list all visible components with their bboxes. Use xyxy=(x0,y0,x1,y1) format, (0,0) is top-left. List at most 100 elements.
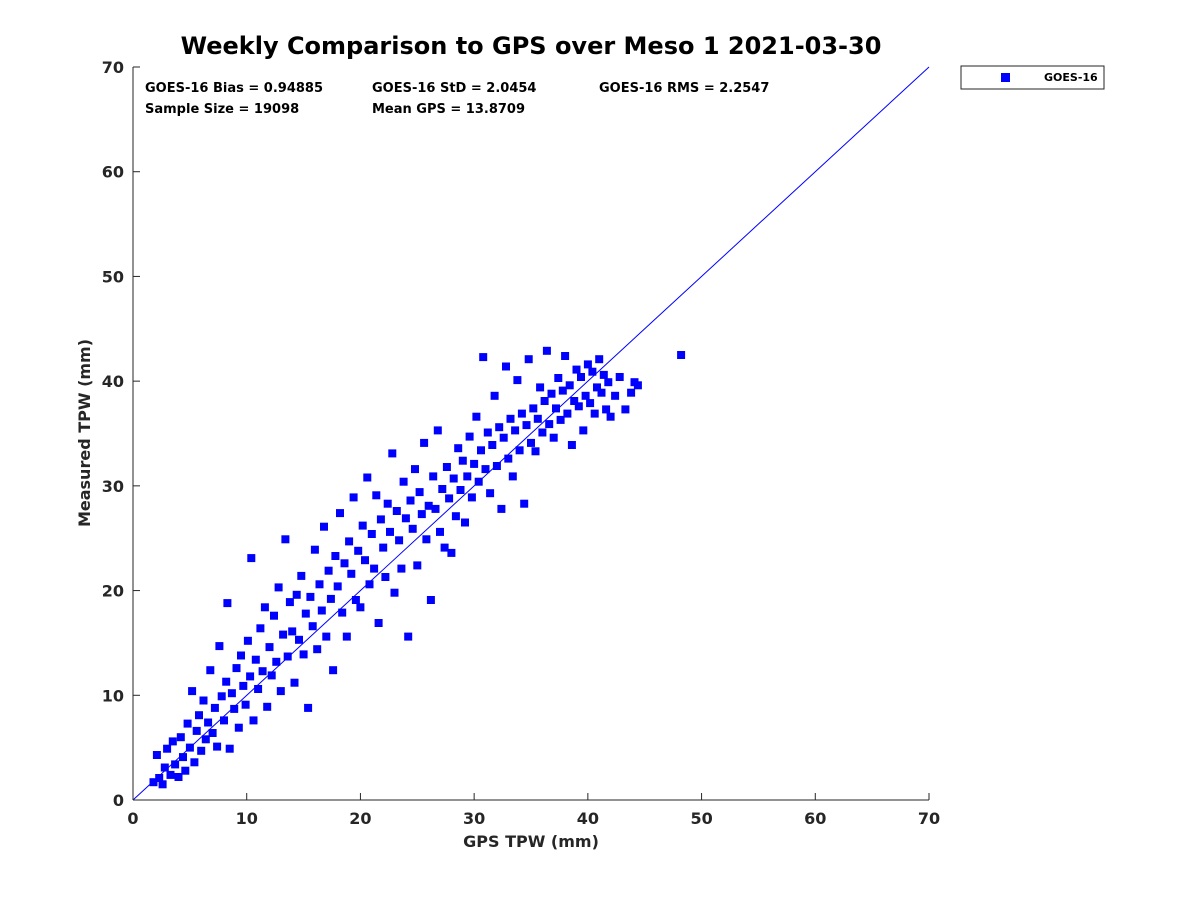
data-point xyxy=(383,499,392,508)
data-point xyxy=(299,650,308,659)
data-point xyxy=(449,474,458,483)
x-tick-label: 10 xyxy=(236,809,258,828)
bias-stat: GOES-16 Bias = 0.94885 xyxy=(145,81,323,96)
data-point xyxy=(370,564,379,573)
data-point xyxy=(465,432,474,441)
data-point xyxy=(406,496,415,505)
data-point xyxy=(561,352,570,360)
data-point xyxy=(486,489,495,498)
data-point xyxy=(166,770,175,779)
data-point xyxy=(241,700,250,709)
data-point xyxy=(479,353,488,362)
x-tick-label: 0 xyxy=(127,809,138,828)
y-tick-label: 10 xyxy=(102,686,124,705)
data-point xyxy=(208,729,217,737)
data-point xyxy=(283,652,292,661)
data-point xyxy=(230,704,239,713)
sample-size-stat: Sample Size = 19098 xyxy=(145,102,299,117)
data-point xyxy=(456,486,465,494)
data-point xyxy=(438,485,447,493)
data-point xyxy=(590,409,599,418)
data-point xyxy=(279,630,288,639)
data-point xyxy=(586,399,595,408)
data-point xyxy=(197,746,206,755)
data-point xyxy=(604,378,613,387)
data-point xyxy=(524,355,533,364)
data-point xyxy=(577,373,585,381)
data-point xyxy=(374,619,383,627)
data-point xyxy=(395,536,404,545)
data-point xyxy=(274,583,283,592)
data-point xyxy=(447,548,456,557)
data-point xyxy=(426,596,435,604)
data-point xyxy=(545,420,554,429)
data-point xyxy=(297,571,306,580)
data-point xyxy=(260,603,269,612)
data-point xyxy=(436,527,444,536)
x-tick-label: 70 xyxy=(918,809,940,828)
data-point xyxy=(677,351,686,359)
data-point xyxy=(361,556,369,565)
data-point xyxy=(267,671,276,680)
data-point xyxy=(627,388,636,397)
data-point xyxy=(488,441,497,449)
data-point xyxy=(356,603,365,612)
data-point xyxy=(223,599,232,608)
data-point xyxy=(390,588,399,597)
one-to-one-line xyxy=(132,66,930,801)
x-tick-label: 30 xyxy=(463,809,485,828)
data-point xyxy=(502,362,510,371)
data-point xyxy=(408,524,417,533)
data-point xyxy=(234,723,243,732)
data-point xyxy=(313,645,322,654)
data-point xyxy=(611,391,620,400)
x-axis-label: GPS TPW (mm) xyxy=(463,832,599,851)
data-point xyxy=(463,472,472,481)
data-point xyxy=(213,742,222,751)
data-point xyxy=(615,373,624,381)
data-point xyxy=(306,592,315,601)
data-point xyxy=(401,514,410,523)
data-point xyxy=(179,753,187,762)
data-point xyxy=(422,535,431,544)
data-point xyxy=(411,465,419,474)
data-point xyxy=(363,473,372,482)
y-tick-label: 60 xyxy=(102,163,124,182)
data-point xyxy=(246,672,255,681)
y-tick-label: 40 xyxy=(102,372,124,391)
data-point xyxy=(210,703,219,712)
data-point xyxy=(508,472,517,481)
y-axis-label: Measured TPW (mm) xyxy=(75,339,94,527)
data-point xyxy=(549,433,558,442)
data-point xyxy=(301,609,310,618)
data-point xyxy=(215,642,224,651)
data-point xyxy=(217,692,226,701)
data-point xyxy=(404,632,413,641)
data-point xyxy=(506,414,515,423)
data-point xyxy=(633,381,642,390)
data-point xyxy=(376,515,385,524)
x-tick-label: 60 xyxy=(804,809,826,828)
data-point xyxy=(542,346,551,355)
data-point xyxy=(320,522,328,531)
data-point xyxy=(183,719,192,728)
data-point xyxy=(529,404,538,413)
mean-gps-stat: Mean GPS = 13.8709 xyxy=(372,102,525,117)
data-point xyxy=(152,751,161,759)
data-point xyxy=(431,504,440,513)
data-point xyxy=(338,608,347,617)
data-point xyxy=(399,477,408,486)
data-point xyxy=(413,561,422,570)
data-point xyxy=(420,438,429,447)
data-point xyxy=(527,438,535,447)
data-point xyxy=(492,462,501,470)
data-point xyxy=(461,518,469,527)
data-point xyxy=(220,716,228,725)
data-point xyxy=(470,459,479,468)
data-point xyxy=(247,554,256,563)
data-point xyxy=(499,433,508,442)
data-point xyxy=(599,370,608,379)
data-point xyxy=(392,507,401,515)
data-point xyxy=(454,444,463,453)
